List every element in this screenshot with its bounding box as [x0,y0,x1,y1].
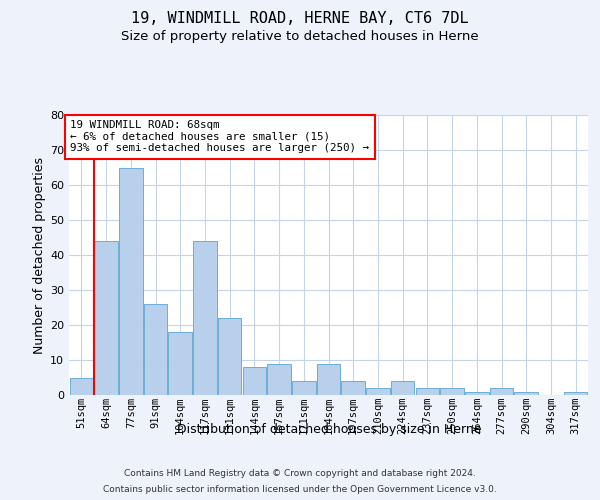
Bar [242,367,266,395]
Bar [119,168,143,395]
Bar [70,378,93,395]
Bar [366,388,389,395]
Text: 19 WINDMILL ROAD: 68sqm
← 6% of detached houses are smaller (15)
93% of semi-det: 19 WINDMILL ROAD: 68sqm ← 6% of detached… [70,120,369,154]
Bar [144,304,167,395]
Text: Distribution of detached houses by size in Herne: Distribution of detached houses by size … [176,422,481,436]
Bar [317,364,340,395]
Bar [490,388,513,395]
Bar [193,241,217,395]
Bar [391,381,415,395]
Bar [268,364,291,395]
Bar [440,388,464,395]
Text: 19, WINDMILL ROAD, HERNE BAY, CT6 7DL: 19, WINDMILL ROAD, HERNE BAY, CT6 7DL [131,11,469,26]
Bar [465,392,488,395]
Text: Contains HM Land Registry data © Crown copyright and database right 2024.: Contains HM Land Registry data © Crown c… [124,469,476,478]
Text: Size of property relative to detached houses in Herne: Size of property relative to detached ho… [121,30,479,43]
Bar [218,318,241,395]
Bar [416,388,439,395]
Bar [94,241,118,395]
Bar [341,381,365,395]
Text: Contains public sector information licensed under the Open Government Licence v3: Contains public sector information licen… [103,485,497,494]
Bar [564,392,587,395]
Y-axis label: Number of detached properties: Number of detached properties [33,156,46,354]
Bar [169,332,192,395]
Bar [514,392,538,395]
Bar [292,381,316,395]
